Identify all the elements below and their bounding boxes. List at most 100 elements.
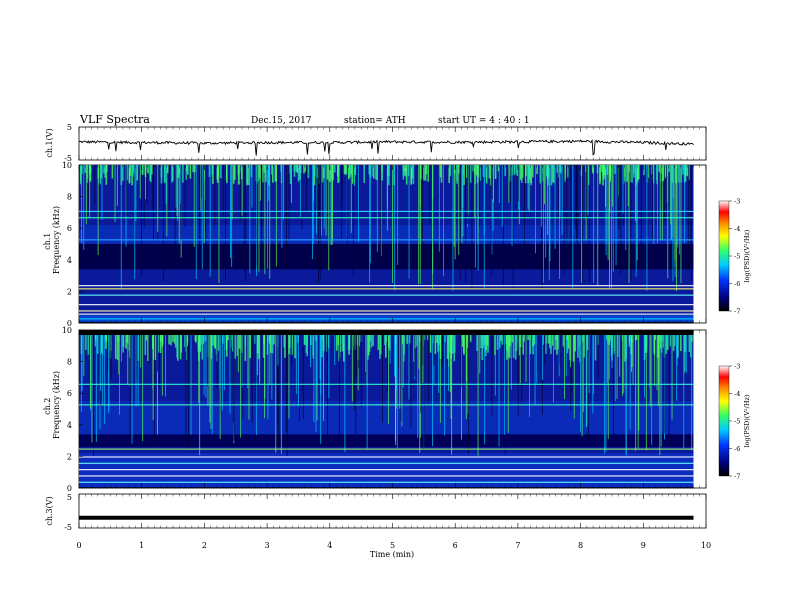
spectrogram-sferic bbox=[467, 165, 469, 215]
spectrogram-emission bbox=[157, 330, 160, 353]
spectrogram-emission bbox=[658, 165, 660, 172]
time-tick-label: 3 bbox=[265, 541, 270, 550]
spectrogram-sferic bbox=[651, 330, 653, 445]
spectrogram-emission bbox=[105, 330, 107, 341]
spectrogram-sferic bbox=[319, 330, 321, 380]
spectrogram-emission bbox=[602, 165, 604, 177]
spectrogram-emission bbox=[172, 330, 174, 343]
spectrogram-sferic bbox=[211, 330, 213, 434]
spectrogram-sferic bbox=[502, 165, 504, 285]
spectrogram-emission bbox=[680, 330, 682, 352]
spectrogram-emission bbox=[262, 165, 264, 183]
spectrogram-sferic bbox=[674, 165, 676, 261]
spectrogram-emission bbox=[549, 330, 551, 349]
spectrogram-emission bbox=[344, 165, 346, 175]
spectrogram-sferic bbox=[454, 165, 456, 260]
spectrogram-sferic bbox=[395, 330, 397, 390]
spectrogram-sferic bbox=[690, 165, 692, 243]
time-tick-label: 9 bbox=[641, 541, 646, 550]
spectrogram-emission bbox=[638, 165, 640, 180]
spectrogram-sferic bbox=[428, 330, 430, 403]
figure-title: VLF Spectra bbox=[79, 113, 150, 126]
spectrogram-sferic bbox=[501, 165, 503, 227]
spectrogram-emission bbox=[353, 165, 355, 186]
time-tick-label: 2 bbox=[202, 541, 207, 550]
spectrogram-sferic bbox=[286, 330, 288, 457]
spectrogram-sferic bbox=[623, 330, 625, 394]
spectrogram-emission bbox=[159, 330, 162, 342]
spectrogram-emission bbox=[387, 165, 389, 176]
spectrogram-emission bbox=[144, 330, 147, 355]
spectrogram-emission bbox=[438, 330, 440, 345]
spectrogram-emission bbox=[248, 165, 250, 186]
spectrogram-emission bbox=[504, 165, 506, 176]
spectrogram-emission bbox=[154, 330, 157, 360]
spectrogram-sferic bbox=[548, 165, 550, 280]
spectrogram-sferic bbox=[157, 165, 159, 232]
spectrogram-sferic bbox=[684, 330, 686, 372]
frequency-tick-label: 6 bbox=[67, 224, 72, 233]
spectrogram-emission bbox=[488, 165, 491, 179]
spectrogram-emission bbox=[479, 165, 481, 181]
spectrogram-sferic bbox=[267, 165, 268, 269]
spectrogram-emission bbox=[95, 330, 97, 341]
spectrogram-sferic bbox=[341, 165, 343, 239]
spectrogram-emission bbox=[505, 330, 507, 345]
spectrogram-emission bbox=[466, 165, 468, 178]
spectrogram-sferic bbox=[190, 330, 192, 435]
spectrogram-emission bbox=[599, 165, 601, 185]
spectrogram-emission bbox=[546, 165, 548, 177]
spectrogram-sferic bbox=[218, 165, 220, 284]
ch1-waveform-ylabel: ch.1(V) bbox=[45, 128, 54, 157]
spectrogram-emission bbox=[186, 330, 188, 347]
frequency-tick-label: 4 bbox=[67, 421, 72, 430]
spectrogram-sferic bbox=[230, 330, 232, 382]
spectrogram-sferic bbox=[449, 330, 451, 392]
ch1-colorbar: log(PSD)(V²/Hz) -3 -4 -5 -6 -7 bbox=[718, 198, 751, 316]
spectrogram-sferic bbox=[593, 165, 595, 283]
spectrogram-sferic bbox=[275, 330, 277, 453]
spectrogram-sferic bbox=[576, 165, 577, 242]
spectrogram-sferic bbox=[264, 330, 265, 419]
spectrogram-sferic bbox=[525, 330, 527, 382]
spectrogram-sferic bbox=[237, 330, 239, 373]
spectrogram-sferic bbox=[680, 165, 682, 284]
spectrogram-sferic bbox=[422, 165, 423, 265]
spectrogram-emission bbox=[294, 330, 296, 359]
spectrogram-sferic bbox=[291, 165, 292, 203]
spectrogram-emission bbox=[448, 165, 450, 184]
spectrogram-sferic bbox=[465, 165, 467, 283]
spectrogram-emission bbox=[174, 330, 177, 348]
spectrogram-sferic bbox=[631, 330, 633, 368]
ch2-ylabel-channel: ch.2 bbox=[43, 398, 52, 415]
spectrogram-sferic bbox=[635, 165, 636, 222]
spectrogram-sferic bbox=[609, 165, 610, 288]
spectrogram-sferic bbox=[350, 165, 352, 233]
spectrogram-sferic bbox=[90, 330, 91, 409]
spectrogram-sferic bbox=[586, 165, 587, 219]
spectrogram-sferic bbox=[267, 330, 269, 420]
spectrogram-sferic bbox=[142, 330, 144, 442]
spectrogram-emission bbox=[297, 165, 300, 182]
spectrogram-sferic bbox=[609, 165, 611, 213]
spectrogram-sferic bbox=[628, 165, 630, 284]
spectrogram-sferic bbox=[95, 330, 97, 442]
spectrogram-sferic bbox=[638, 330, 640, 431]
spectrogram-sferic bbox=[118, 330, 120, 375]
spectrogram-emission bbox=[171, 165, 173, 183]
spectrogram-emission bbox=[509, 330, 512, 346]
spectrogram-emission bbox=[299, 165, 301, 180]
spectrogram-emission bbox=[631, 165, 633, 183]
ch2-spectrogram-image bbox=[79, 330, 695, 489]
spectrogram-sferic bbox=[625, 330, 627, 454]
spectrogram-emission bbox=[449, 165, 452, 177]
spectrogram-sferic bbox=[247, 330, 249, 389]
spectrogram-emission bbox=[372, 330, 374, 346]
spectrogram-sferic bbox=[87, 165, 89, 216]
spectrogram-sferic bbox=[251, 330, 253, 423]
spectrogram-emission bbox=[470, 165, 472, 183]
spectrogram-emission bbox=[283, 330, 285, 348]
spectrogram-sferic bbox=[203, 165, 205, 244]
spectrogram-sferic bbox=[458, 165, 460, 255]
spectrogram-sferic bbox=[418, 165, 420, 285]
